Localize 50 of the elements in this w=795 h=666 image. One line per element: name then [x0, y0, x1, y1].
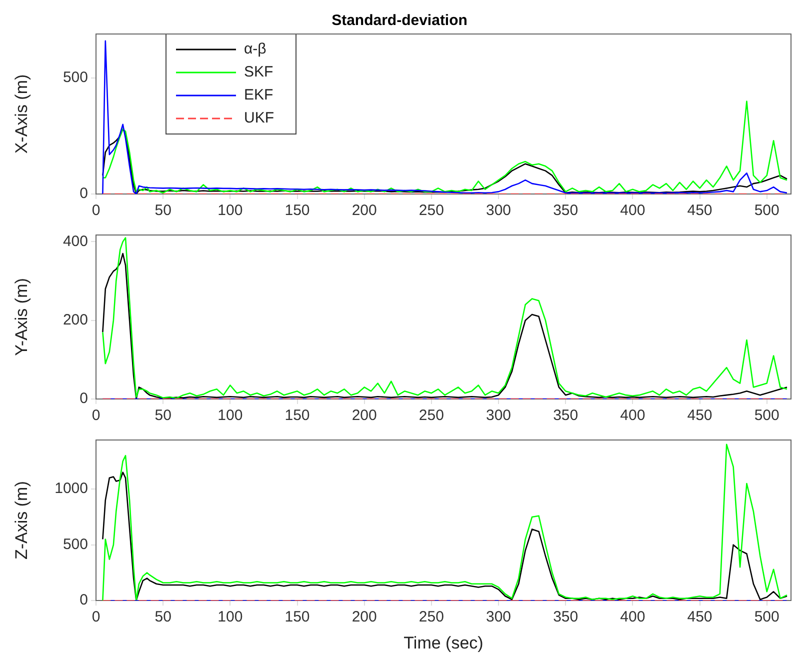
x-tick-label: 350: [553, 407, 578, 424]
chart-title: Standard-deviation: [332, 12, 468, 30]
x-tick-label: 100: [218, 608, 243, 626]
y-tick-label: 500: [62, 536, 88, 553]
x-tick-label: 450: [687, 202, 712, 220]
x-tick-label: 300: [486, 202, 512, 220]
x-tick-label: 500: [754, 202, 780, 220]
x-axis-title: Time (sec): [404, 633, 484, 652]
legend-label: UKF: [244, 110, 274, 127]
x-tick-label: 0: [92, 608, 100, 626]
x-tick-label: 450: [687, 608, 712, 626]
x-tick-label: 350: [553, 202, 578, 220]
x-tick-label: 200: [352, 608, 377, 626]
y-axis-title: Y-Axis (m): [12, 278, 31, 356]
x-tick-label: 50: [154, 608, 172, 626]
legend-label: EKF: [244, 86, 274, 104]
x-tick-label: 250: [418, 407, 444, 424]
y-axis-title: X-Axis (m): [12, 74, 31, 154]
x-tick-label: 400: [620, 608, 646, 626]
x-tick-label: 250: [418, 202, 444, 220]
x-tick-label: 350: [553, 608, 578, 626]
y-tick-label: 500: [62, 69, 88, 86]
x-tick-label: 450: [687, 407, 712, 424]
x-tick-label: 400: [620, 202, 646, 220]
x-tick-label: 500: [754, 407, 780, 424]
x-tick-label: 200: [352, 202, 377, 220]
y-axis-title: Z-Axis (m): [12, 481, 31, 560]
y-tick-label: 1000: [54, 480, 88, 498]
y-tick-label: 0: [80, 592, 88, 609]
x-tick-label: 50: [154, 202, 172, 220]
y-tick-label: 200: [62, 311, 88, 328]
x-tick-label: 150: [284, 202, 310, 220]
x-tick-label: 250: [418, 608, 444, 626]
y-tick-label: 0: [80, 390, 88, 408]
x-tick-label: 0: [92, 407, 100, 424]
x-tick-label: 300: [486, 608, 512, 626]
x-tick-label: 100: [218, 407, 243, 424]
x-tick-label: 300: [486, 407, 512, 424]
x-tick-label: 0: [92, 202, 100, 220]
x-tick-label: 50: [154, 407, 172, 424]
x-tick-label: 500: [754, 608, 780, 626]
x-tick-label: 400: [620, 407, 646, 424]
y-tick-label: 0: [80, 185, 88, 202]
x-tick-label: 100: [218, 202, 243, 220]
x-tick-label: 150: [284, 407, 310, 424]
legend-label: SKF: [244, 64, 274, 81]
y-tick-label: 400: [62, 232, 88, 250]
legend-label: α-β: [244, 40, 267, 58]
x-tick-label: 150: [284, 608, 310, 626]
x-tick-label: 200: [352, 407, 377, 424]
